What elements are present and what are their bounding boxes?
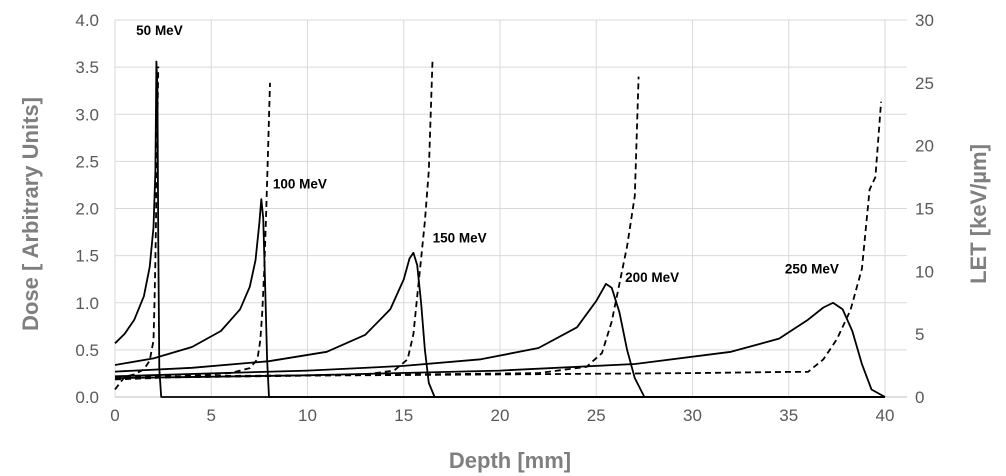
- let-curve-50-mev: [114, 66, 160, 391]
- y-tick-label: 3.0: [75, 105, 99, 124]
- y-tick-label: 2.0: [75, 200, 99, 219]
- y2-tick-label: 30: [915, 11, 934, 30]
- series-lines: [114, 57, 886, 398]
- y-tick-label: 0.0: [75, 388, 99, 407]
- grid-lines: [114, 19, 907, 398]
- dose-curve-100-mev: [114, 198, 885, 398]
- y2-tick-label: 15: [915, 200, 934, 219]
- y-tick-label: 1.0: [75, 294, 99, 313]
- y2-tick-label: 20: [915, 137, 934, 156]
- let-curve-100-mev: [114, 82, 271, 381]
- x-tick-label: 35: [779, 406, 798, 425]
- y-tick-label: 3.5: [75, 58, 99, 77]
- x-axis-title: Depth [mm]: [449, 448, 571, 473]
- y2-tick-label: 5: [915, 325, 924, 344]
- x-tick-label: 5: [207, 406, 216, 425]
- x-axis-tick-labels: 0 5 10 15 20 25 30 35 40: [110, 406, 894, 425]
- y-axis-title: Dose [ Arbitrary Units]: [18, 97, 43, 331]
- y-tick-label: 2.5: [75, 152, 99, 171]
- dose-curve-200-mev: [114, 282, 885, 398]
- x-tick-label: 15: [394, 406, 413, 425]
- x-tick-label: 0: [110, 406, 119, 425]
- energy-label-100-mev: 100 MeV: [273, 177, 327, 192]
- x-tick-label: 40: [876, 406, 895, 425]
- x-tick-label: 20: [491, 406, 510, 425]
- energy-label-50-mev: 50 MeV: [136, 23, 183, 38]
- x-tick-label: 25: [587, 406, 606, 425]
- x-tick-label: 10: [298, 406, 317, 425]
- let-curve-200-mev: [114, 76, 640, 378]
- dose-curve-250-mev: [114, 301, 886, 398]
- y2-tick-label: 10: [915, 262, 934, 281]
- y-axis-tick-labels: 0.0 0.5 1.0 1.5 2.0 2.5 3.0 3.5 4.0: [75, 11, 99, 407]
- y-tick-label: 1.5: [75, 247, 99, 266]
- energy-label-150-mev: 150 MeV: [433, 230, 487, 245]
- energy-label-200-mev: 200 MeV: [625, 270, 679, 285]
- y-tick-label: 4.0: [75, 11, 99, 30]
- x-tick-label: 30: [683, 406, 702, 425]
- y2-axis-title: LET [keV/µm]: [966, 144, 991, 284]
- y2-axis-tick-labels: 0 5 10 15 20 25 30: [915, 11, 934, 407]
- y2-tick-label: 25: [915, 74, 934, 93]
- energy-labels: 50 MeV 100 MeV 150 MeV 200 MeV 250 MeV: [136, 23, 839, 285]
- y2-tick-label: 0: [915, 388, 924, 407]
- let-curve-250-mev: [114, 101, 882, 378]
- let-curve-150-mev: [114, 57, 434, 379]
- energy-label-250-mev: 250 MeV: [785, 262, 839, 277]
- y-tick-label: 0.5: [75, 341, 99, 360]
